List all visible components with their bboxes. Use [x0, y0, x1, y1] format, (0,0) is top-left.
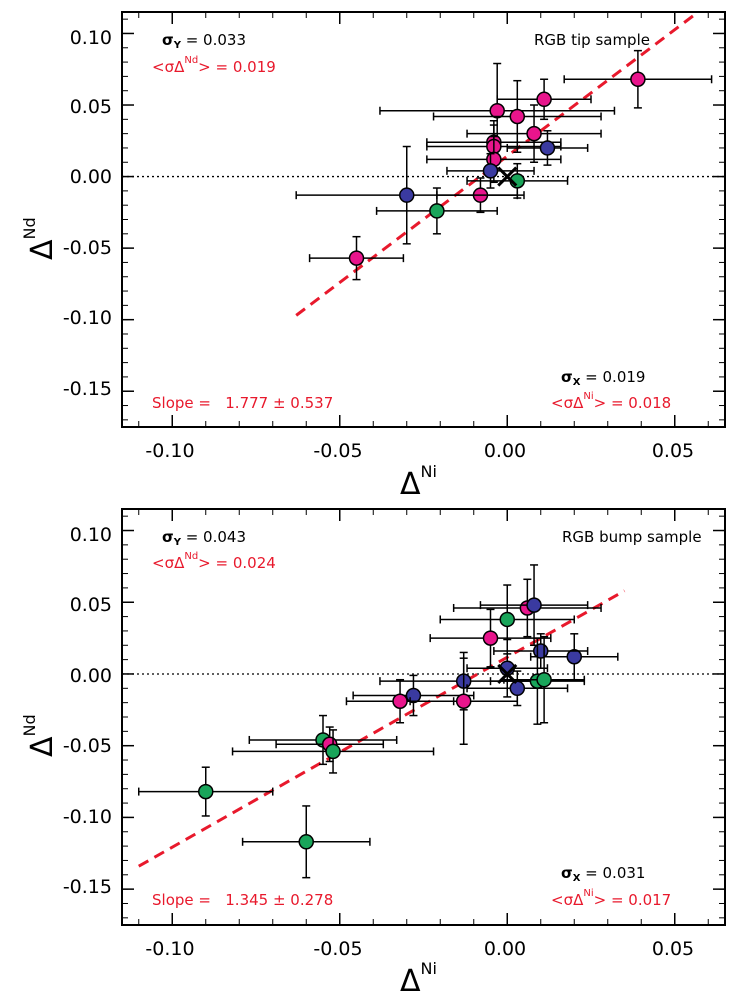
slope-label: Slope = 1.345 ± 0.278 — [152, 891, 333, 909]
data-point — [308, 235, 405, 281]
y-tick-label: 0.10 — [70, 27, 112, 49]
sigma-y-label: σY = 0.043 — [162, 528, 246, 548]
y-tick-label: -0.05 — [63, 735, 112, 757]
data-point — [138, 766, 274, 817]
sigma-y-label: σY = 0.033 — [162, 31, 246, 51]
mean-cross-stroke — [497, 663, 518, 685]
data-point — [466, 104, 602, 164]
y-tick-label: 0.05 — [70, 96, 112, 118]
point-marker — [482, 163, 499, 179]
point-marker — [536, 671, 552, 688]
data-point — [432, 79, 602, 153]
point-marker — [526, 125, 542, 142]
point-marker — [489, 102, 505, 119]
point-marker — [392, 693, 408, 709]
fit-line-segment — [138, 589, 626, 868]
data-point — [379, 62, 616, 159]
y-tick-label: 0.05 — [70, 594, 112, 616]
point-marker — [566, 649, 582, 665]
point-marker — [509, 680, 526, 697]
point-marker — [536, 91, 552, 108]
y-tick-label: -0.10 — [63, 307, 112, 329]
data-point — [429, 608, 552, 668]
fit-line — [138, 589, 626, 868]
top-panel: 0.10 0.05 0.00 -0.05 -0.10 -0.15 -0.10 -… — [20, 10, 726, 502]
y-tick-label: 0.10 — [70, 524, 112, 546]
tick-labels: 0.10 0.05 0.00 -0.05 -0.10 -0.15 -0.10 -… — [63, 27, 694, 462]
data-point — [479, 564, 589, 647]
point-marker — [509, 108, 526, 125]
x-tick-label: -0.10 — [145, 440, 194, 462]
x-tick-label: 0.05 — [652, 938, 694, 960]
data-points — [138, 564, 619, 879]
tick-marks — [122, 12, 725, 427]
mean-error-y-label: <σΔNd> = 0.024 — [152, 551, 276, 572]
point-marker — [198, 783, 214, 800]
data-point — [466, 670, 569, 707]
y-tick-label: -0.05 — [63, 237, 112, 259]
point-marker — [482, 630, 499, 646]
mean-marker — [497, 663, 518, 685]
mean-error-y-label: <σΔNd> = 0.019 — [152, 55, 276, 76]
data-point — [241, 805, 371, 879]
point-marker — [405, 687, 422, 704]
data-point — [506, 130, 589, 166]
mean-error-x-label: <σΔNi> = 0.017 — [551, 888, 671, 909]
x-axis-title: ΔNi — [400, 959, 437, 997]
data-point — [375, 187, 498, 235]
x-tick-label: -0.05 — [313, 440, 362, 462]
x-tick-label: 0.00 — [484, 440, 526, 462]
point-marker — [298, 834, 314, 850]
point-marker — [325, 743, 341, 760]
y-axis-title: ΔNd — [20, 217, 60, 260]
point-marker — [533, 643, 549, 659]
x-axis-title: ΔNi — [400, 462, 437, 502]
mean-error-x-label: <σΔNi> = 0.018 — [551, 391, 671, 412]
x-tick-label: 0.05 — [652, 440, 694, 462]
y-axis-title: ΔNd — [20, 714, 60, 757]
tick-labels: 0.10 0.05 0.00 -0.05 -0.10 -0.15 -0.10 -… — [63, 524, 694, 960]
x-tick-label: -0.05 — [313, 938, 362, 960]
sigma-x-label: σX = 0.019 — [561, 368, 645, 388]
point-marker — [539, 140, 556, 156]
bottom-panel: 0.10 0.05 0.00 -0.05 -0.10 -0.15 -0.10 -… — [20, 508, 726, 997]
y-tick-label: 0.00 — [70, 665, 112, 687]
y-tick-label: -0.15 — [63, 378, 112, 400]
fit-line-segment — [295, 10, 700, 317]
point-marker — [630, 71, 646, 88]
y-tick-label: -0.10 — [63, 806, 112, 828]
data-points — [295, 49, 713, 281]
y-tick-label: 0.00 — [70, 166, 112, 188]
x-tick-label: 0.00 — [484, 938, 526, 960]
point-marker — [348, 250, 365, 266]
mean-cross-stroke — [497, 166, 518, 187]
data-point — [446, 152, 535, 189]
sigma-x-label: σX = 0.031 — [561, 864, 645, 884]
fit-line — [295, 10, 700, 317]
point-marker — [526, 597, 542, 613]
data-point — [248, 714, 398, 766]
data-point — [563, 49, 713, 109]
data-point — [409, 657, 519, 746]
sample-label: RGB bump sample — [562, 528, 702, 546]
data-point — [295, 145, 519, 245]
x-tick-label: -0.10 — [145, 938, 194, 960]
point-marker — [455, 693, 472, 709]
point-marker — [499, 611, 515, 628]
point-marker — [429, 203, 445, 219]
sample-label: RGB tip sample — [534, 31, 650, 49]
point-marker — [399, 187, 415, 203]
slope-label: Slope = 1.777 ± 0.537 — [152, 394, 333, 412]
mean-marker — [497, 166, 518, 187]
data-point — [231, 729, 435, 774]
y-tick-label: -0.15 — [63, 876, 112, 898]
